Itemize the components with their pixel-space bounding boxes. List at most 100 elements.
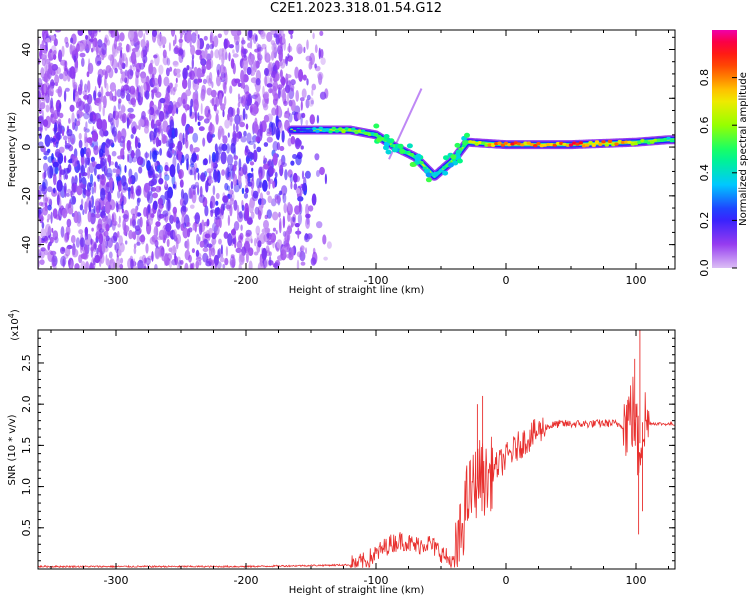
noise-blob (84, 239, 91, 245)
noise-blob (257, 210, 262, 220)
noise-blob (104, 70, 108, 80)
noise-blob (162, 49, 167, 59)
noise-blob (160, 247, 165, 257)
noise-blob (47, 204, 52, 211)
noise-blob (108, 251, 113, 259)
noise-blob (263, 219, 269, 230)
noise-blob (161, 255, 167, 262)
noise-blob (233, 123, 236, 133)
noise-blob (168, 129, 172, 138)
noise-blob (78, 42, 84, 52)
snr-line (38, 376, 675, 569)
noise-blob (284, 169, 288, 181)
noise-blob (314, 153, 320, 161)
colorbar-tick-label: 0.6 (698, 116, 711, 134)
noise-blob (136, 241, 141, 246)
noise-blob (178, 150, 182, 163)
noise-blob (171, 109, 175, 117)
ridge-cell (594, 140, 600, 144)
noise-blob (285, 84, 291, 94)
noise-blob (69, 104, 75, 112)
noise-blob (206, 75, 211, 84)
noise-blob (290, 181, 293, 190)
noise-blob (227, 113, 230, 121)
noise-blob (322, 234, 327, 245)
noise-blob (198, 222, 203, 235)
noise-blob (96, 227, 100, 233)
noise-blob (167, 104, 173, 114)
noise-blob (119, 257, 124, 264)
noise-blob (189, 70, 195, 81)
noise-blob (100, 96, 105, 103)
noise-blob (79, 52, 86, 58)
noise-blob (202, 247, 209, 253)
noise-blob (213, 170, 218, 183)
y-tick-label: 2.0 (20, 395, 33, 413)
noise-blob (242, 58, 249, 71)
noise-blob (294, 223, 300, 228)
noise-blob (95, 163, 102, 170)
noise-blob (152, 200, 158, 210)
noise-blob (290, 34, 293, 39)
ridge-blob (385, 149, 392, 155)
noise-blob (181, 210, 187, 218)
noise-blob (187, 77, 192, 91)
noise-blob (140, 96, 143, 103)
noise-blob (89, 112, 94, 122)
y-tick-label: 1.5 (20, 437, 33, 455)
noise-blob (84, 244, 88, 256)
noise-blob (74, 175, 78, 185)
noise-blob (117, 130, 122, 143)
noise-blob (130, 185, 134, 195)
ridge-blob (450, 154, 457, 160)
noise-blob (50, 113, 54, 118)
ridge-blob (383, 145, 389, 151)
noise-blob (218, 54, 221, 61)
noise-blob (195, 49, 202, 56)
noise-blob (130, 208, 137, 216)
noise-blob (305, 119, 309, 126)
noise-blob (279, 190, 283, 196)
noise-blob (248, 260, 253, 269)
ridge-blob (376, 137, 383, 143)
noise-blob (288, 30, 294, 35)
noise-blob (199, 240, 205, 248)
noise-blob (51, 64, 58, 71)
noise-blob (233, 155, 239, 161)
x-tick-label: -300 (104, 274, 129, 287)
noise-blob (246, 66, 252, 76)
noise-blob (85, 34, 88, 40)
noise-blob (248, 140, 255, 145)
noise-blob (90, 238, 93, 245)
noise-blob (186, 222, 191, 227)
noise-blob (135, 90, 138, 101)
noise-blob (158, 178, 164, 185)
noise-blob (166, 239, 170, 247)
noise-blob (255, 78, 261, 86)
noise-blob (202, 137, 206, 147)
noise-blob (220, 151, 227, 165)
noise-blob (196, 67, 202, 79)
noise-blob (198, 236, 201, 242)
ridge-cell (325, 128, 330, 132)
noise-blob (182, 112, 187, 122)
noise-blob (131, 156, 137, 163)
noise-blob (230, 228, 237, 236)
noise-blob (82, 209, 85, 216)
noise-blob (154, 248, 161, 260)
noise-blob (272, 211, 279, 221)
noise-blob (242, 163, 248, 175)
noise-blob (134, 225, 141, 232)
noise-blob (139, 234, 146, 243)
noise-blob (149, 236, 156, 245)
noise-blob (209, 43, 214, 50)
noise-blob (236, 240, 243, 249)
noise-blob (274, 262, 279, 269)
ridge-cell (438, 169, 444, 173)
noise-blob (185, 100, 188, 113)
noise-blob (142, 54, 148, 64)
noise-blob (49, 48, 53, 54)
ridge-cell (552, 143, 557, 147)
noise-blob (239, 232, 244, 240)
noise-blob (278, 211, 281, 218)
